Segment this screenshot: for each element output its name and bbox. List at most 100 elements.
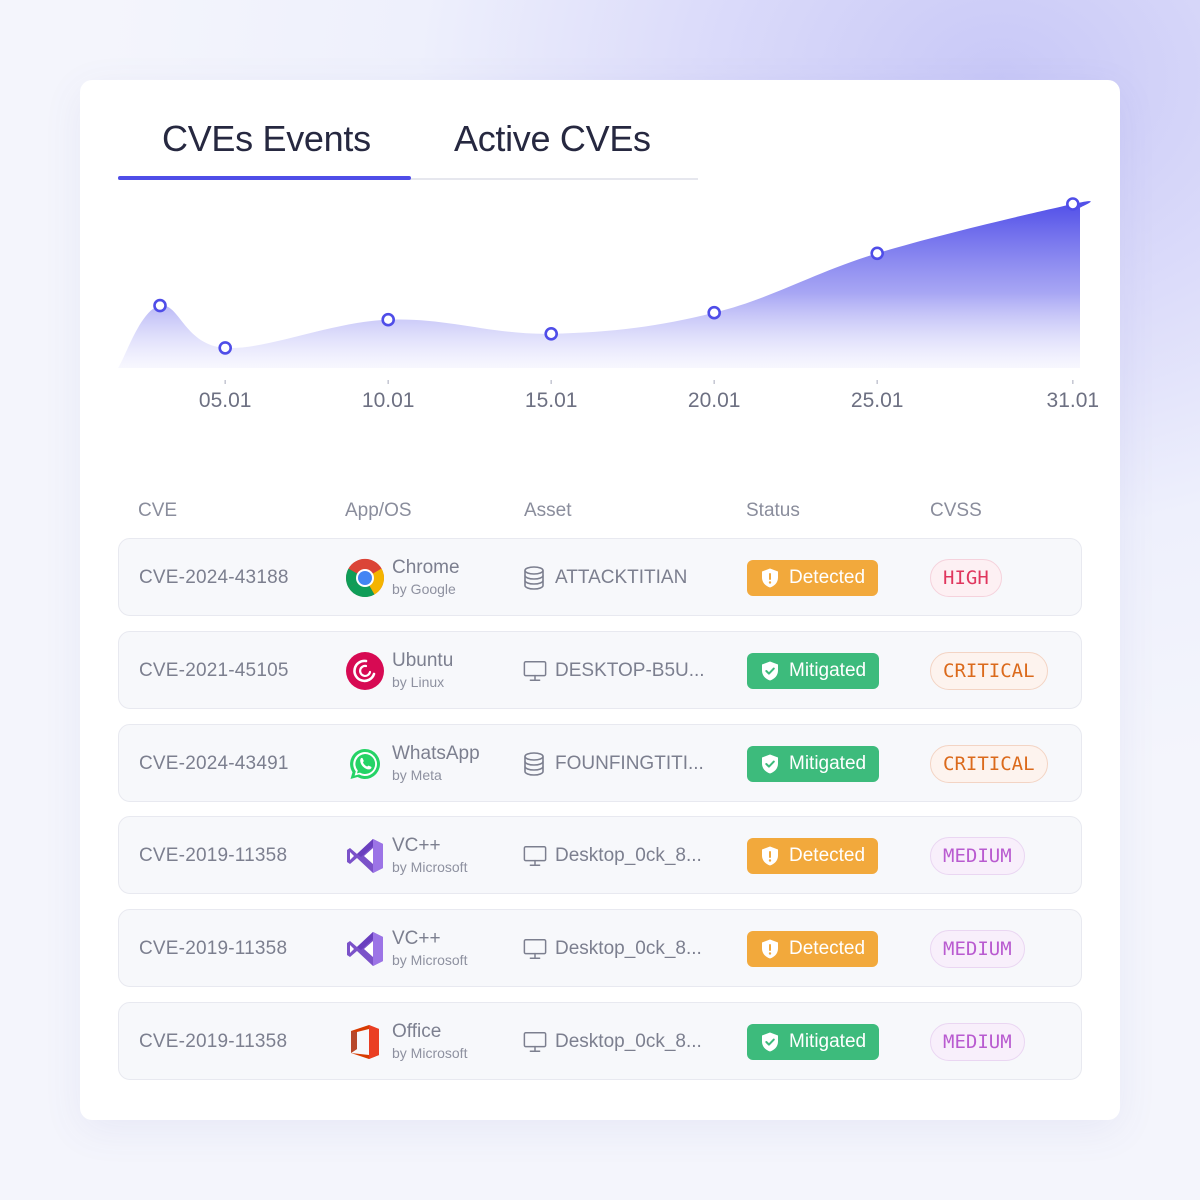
app-vendor: by Microsoft <box>392 1045 468 1061</box>
app-name: WhatsApp <box>392 742 480 764</box>
column-header-app-os[interactable]: App/OS <box>345 500 412 521</box>
status-label: Detected <box>789 845 866 867</box>
cve-id[interactable]: CVE-2019-11358 <box>139 938 288 960</box>
status-badge[interactable]: Mitigated <box>747 1024 880 1060</box>
cve-id[interactable]: CVE-2019-11358 <box>139 845 288 867</box>
status-cell: Mitigated <box>747 1003 880 1081</box>
cve-id[interactable]: CVE-2024-43491 <box>139 752 289 774</box>
table-row[interactable]: CVE-2019-11358 VC++ by Microsoft Desktop… <box>118 816 1082 895</box>
data-point[interactable] <box>870 246 885 261</box>
status-label: Mitigated <box>789 752 867 774</box>
table-header: CVE App/OS Asset Status CVSS <box>80 500 1120 530</box>
app-cell: VC++ by Microsoft <box>345 817 467 895</box>
cvss-cell: MEDIUM <box>930 817 1025 895</box>
status-badge[interactable]: Detected <box>747 560 879 596</box>
chart-area <box>118 201 1091 368</box>
shield-check-icon <box>759 1031 781 1053</box>
whatsapp-icon <box>345 744 385 784</box>
cvss-severity-badge[interactable]: MEDIUM <box>930 1023 1025 1061</box>
status-cell: Detected <box>747 910 879 988</box>
data-point[interactable] <box>1065 197 1080 211</box>
cvss-cell: MEDIUM <box>930 1003 1025 1081</box>
cvss-cell: CRITICAL <box>930 725 1048 803</box>
column-header-status[interactable]: Status <box>746 500 800 521</box>
monitor-icon <box>523 659 547 683</box>
column-header-cve[interactable]: CVE <box>138 500 178 521</box>
data-point[interactable] <box>218 341 232 355</box>
table-row[interactable]: CVE-2019-11358 Office by Microsoft Deskt… <box>118 1002 1082 1080</box>
asset-cell[interactable]: ATTACKTITIAN <box>523 539 687 617</box>
asset-cell[interactable]: FOUNFINGTITI... <box>523 725 704 803</box>
status-cell: Mitigated <box>747 725 880 803</box>
asset-cell[interactable]: Desktop_0ck_8... <box>523 910 702 988</box>
status-label: Detected <box>789 938 866 960</box>
asset-name: ATTACKTITIAN <box>555 567 688 588</box>
asset-name: DESKTOP-B5U... <box>555 659 705 681</box>
cvss-severity-badge[interactable]: HIGH <box>930 559 1002 597</box>
x-tick-label: 20.01 <box>688 389 741 412</box>
app-cell: WhatsApp by Meta <box>345 725 480 803</box>
monitor-icon <box>523 1030 547 1054</box>
table-row[interactable]: CVE-2021-45105 Ubuntu by Linux DESKTOP-B… <box>118 630 1082 710</box>
app-name: Office <box>392 1021 442 1042</box>
app-vendor: by Meta <box>392 766 442 783</box>
cvss-severity-badge[interactable]: MEDIUM <box>930 930 1025 969</box>
asset-cell[interactable]: Desktop_0ck_8... <box>523 1003 702 1081</box>
cvss-severity-badge[interactable]: CRITICAL <box>930 651 1048 690</box>
data-point[interactable] <box>707 305 722 320</box>
x-tick-label: 05.01 <box>199 389 252 412</box>
debian-icon <box>345 651 385 691</box>
table-row[interactable]: CVE-2019-11358 VC++ by Microsoft Desktop… <box>118 909 1082 988</box>
data-point[interactable] <box>153 298 167 313</box>
column-header-cvss[interactable]: CVSS <box>930 500 982 521</box>
shield-check-icon <box>759 753 781 775</box>
status-badge[interactable]: Detected <box>747 838 879 875</box>
column-header-asset[interactable]: Asset <box>524 500 572 521</box>
status-badge[interactable]: Mitigated <box>747 652 880 689</box>
app-vendor: by Microsoft <box>392 859 468 876</box>
office-icon <box>345 1022 385 1062</box>
status-badge[interactable]: Mitigated <box>747 745 880 782</box>
data-point[interactable] <box>544 327 559 341</box>
cve-id[interactable]: CVE-2021-45105 <box>139 659 289 681</box>
status-label: Mitigated <box>789 1031 867 1052</box>
app-vendor: by Google <box>392 581 456 597</box>
cvss-cell: HIGH <box>930 539 1002 617</box>
cvss-severity-badge[interactable]: MEDIUM <box>930 837 1025 876</box>
asset-cell[interactable]: DESKTOP-B5U... <box>523 632 705 710</box>
status-cell: Detected <box>747 539 879 617</box>
x-tick-label: 25.01 <box>851 389 904 412</box>
shield-alert-icon <box>759 845 781 867</box>
tab-bar: CVEs Events Active CVEs <box>118 110 698 180</box>
cve-dashboard-card: CVEs Events Active CVEs 05.01 10.01 15.01 2… <box>80 80 1120 1120</box>
app-cell: Chrome by Google <box>345 539 460 617</box>
app-cell: Office by Microsoft <box>345 1003 467 1081</box>
status-cell: Mitigated <box>747 632 880 710</box>
asset-name: Desktop_0ck_8... <box>555 1031 702 1052</box>
shield-alert-icon <box>759 938 781 960</box>
monitor-icon <box>523 937 547 961</box>
monitor-icon <box>523 844 547 868</box>
x-tick-label: 31.01 <box>1047 389 1100 412</box>
cvss-severity-badge[interactable]: CRITICAL <box>930 744 1048 783</box>
status-cell: Detected <box>747 817 879 895</box>
visual-studio-icon <box>345 836 385 876</box>
table-row[interactable]: CVE-2024-43491 WhatsApp by Meta FOUNFING… <box>118 723 1082 803</box>
tab-active-cves[interactable]: Active CVEs <box>454 118 651 159</box>
tab-cves-events[interactable]: CVEs Events <box>162 118 371 159</box>
active-tab-indicator <box>118 176 411 180</box>
cve-id[interactable]: CVE-2019-11358 <box>139 1031 288 1052</box>
chrome-icon <box>345 558 385 598</box>
cve-id[interactable]: CVE-2024-43188 <box>139 567 289 588</box>
visual-studio-icon <box>345 929 385 969</box>
shield-alert-icon <box>759 567 781 589</box>
asset-name: Desktop_0ck_8... <box>555 845 702 867</box>
app-name: Chrome <box>392 557 460 578</box>
cvss-cell: MEDIUM <box>930 910 1025 988</box>
status-badge[interactable]: Detected <box>747 931 879 968</box>
data-point[interactable] <box>381 312 396 327</box>
asset-cell[interactable]: Desktop_0ck_8... <box>523 817 702 895</box>
asset-name: Desktop_0ck_8... <box>555 938 702 960</box>
table-row[interactable]: CVE-2024-43188 Chrome by Google ATTACKTI… <box>118 538 1082 616</box>
cvss-cell: CRITICAL <box>930 632 1048 710</box>
